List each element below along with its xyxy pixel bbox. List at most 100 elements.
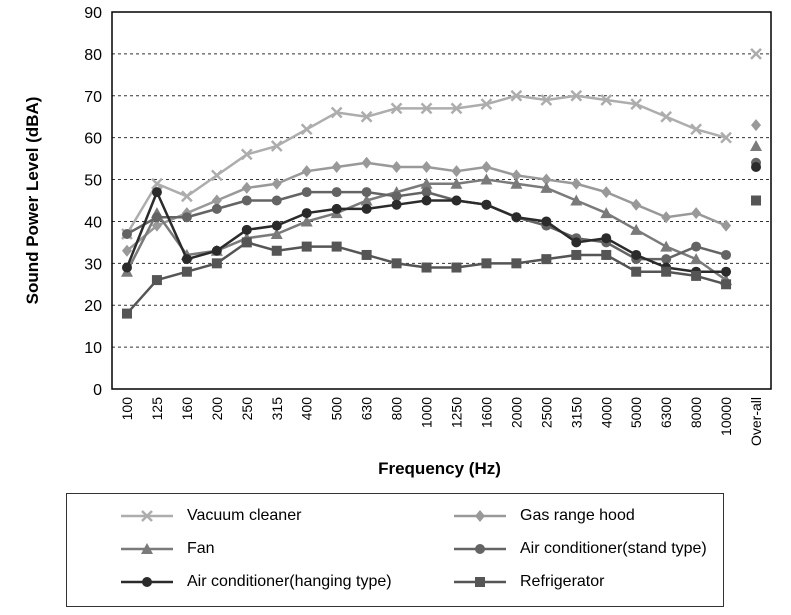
legend-swatch-marker — [141, 543, 153, 554]
data-point — [121, 244, 132, 257]
data-point — [391, 258, 402, 269]
x-tick-label: 630 — [359, 397, 375, 421]
chart-legend: Vacuum cleaner Gas range hood Fan Air condi… — [66, 493, 724, 607]
data-point — [571, 249, 582, 260]
legend-label: Gas range hood — [520, 507, 635, 524]
data-point — [181, 254, 192, 265]
legend-swatch-marker — [475, 544, 485, 554]
data-point — [151, 275, 162, 286]
data-point — [301, 187, 312, 198]
data-point — [600, 94, 613, 106]
y-tick-label: 90 — [84, 5, 102, 22]
legend-swatch-marker — [141, 510, 153, 522]
data-point — [151, 177, 163, 190]
data-point — [571, 237, 582, 248]
x-tick-label: 2000 — [508, 397, 524, 428]
overall-point — [750, 48, 762, 60]
data-point — [151, 212, 162, 223]
x-tick-label: 200 — [209, 397, 225, 421]
data-point — [330, 106, 343, 119]
y-tick-label: 40 — [84, 214, 102, 231]
data-point — [271, 245, 282, 256]
x-tick-label: 800 — [389, 397, 405, 421]
data-point — [121, 308, 132, 319]
series-air-conditioner-stand-type — [121, 157, 762, 265]
data-point — [720, 131, 732, 144]
data-point — [540, 181, 553, 193]
x-tick-label: 100 — [119, 397, 135, 421]
data-point — [511, 169, 522, 182]
data-point — [211, 245, 222, 256]
x-tick-label: 3150 — [568, 397, 584, 428]
data-point — [691, 270, 702, 281]
data-point — [691, 207, 702, 220]
legend-swatch-marker — [142, 577, 152, 587]
data-point — [391, 160, 402, 173]
data-point — [481, 199, 492, 210]
data-point — [121, 229, 132, 240]
data-point — [480, 173, 493, 185]
plot-area — [111, 11, 772, 390]
legend-item: Air conditioner(hanging type) — [119, 571, 392, 593]
overall-point — [750, 140, 763, 152]
data-point — [121, 262, 132, 273]
legend-label: Fan — [187, 540, 215, 557]
data-point — [690, 123, 702, 136]
overall-point — [751, 161, 762, 172]
legend-swatch-marker — [475, 510, 485, 522]
overall-point — [751, 119, 762, 132]
data-point — [631, 198, 642, 211]
data-point — [331, 187, 342, 198]
data-point — [451, 195, 462, 206]
data-point — [360, 110, 373, 123]
y-tick-label: 20 — [84, 298, 102, 315]
y-tick-label: 70 — [84, 89, 102, 106]
series-air-conditioner-hanging-type — [121, 161, 762, 277]
data-point — [450, 177, 463, 189]
legend-item: Vacuum cleaner — [119, 505, 301, 527]
data-point — [271, 177, 282, 190]
data-point — [301, 241, 312, 252]
x-axis-title: Frequency (Hz) — [378, 459, 501, 478]
data-point — [631, 266, 642, 277]
data-point — [480, 98, 493, 111]
y-tick-label: 0 — [93, 382, 102, 399]
data-point — [571, 177, 582, 190]
data-point — [421, 195, 432, 206]
x-tick-label: 1600 — [478, 397, 494, 428]
data-point — [451, 262, 462, 273]
data-point — [331, 241, 342, 252]
data-point — [570, 194, 583, 206]
data-point — [271, 195, 282, 206]
legend-swatch — [454, 544, 506, 554]
x-tick-label: 125 — [149, 397, 165, 421]
legend-swatch — [121, 510, 173, 522]
data-point — [420, 177, 433, 189]
x-tick-label: 1000 — [419, 397, 435, 428]
data-point — [661, 211, 672, 224]
x-tick-label: 8000 — [688, 397, 704, 428]
y-tick-label: 60 — [84, 131, 102, 148]
legend-swatch — [454, 577, 506, 587]
y-tick-label: 10 — [84, 340, 102, 357]
data-point — [601, 249, 612, 260]
x-tick-label: 250 — [239, 397, 255, 421]
data-point — [510, 177, 523, 189]
data-point — [450, 102, 463, 115]
x-tick-label: 6300 — [658, 397, 674, 428]
data-point — [270, 140, 283, 152]
legend-label: Air conditioner(stand type) — [520, 540, 707, 557]
data-point — [270, 228, 283, 240]
legend-label: Refrigerator — [520, 573, 605, 590]
data-point — [421, 187, 432, 198]
data-point — [361, 156, 372, 169]
y-tick-label: 50 — [84, 173, 102, 190]
x-tick-label: 400 — [299, 397, 315, 421]
overall-point — [751, 195, 762, 206]
data-point — [661, 266, 672, 277]
series-fan — [120, 140, 763, 286]
data-point — [271, 220, 282, 231]
data-point — [691, 241, 702, 252]
data-point — [510, 89, 523, 102]
data-point — [481, 160, 492, 173]
